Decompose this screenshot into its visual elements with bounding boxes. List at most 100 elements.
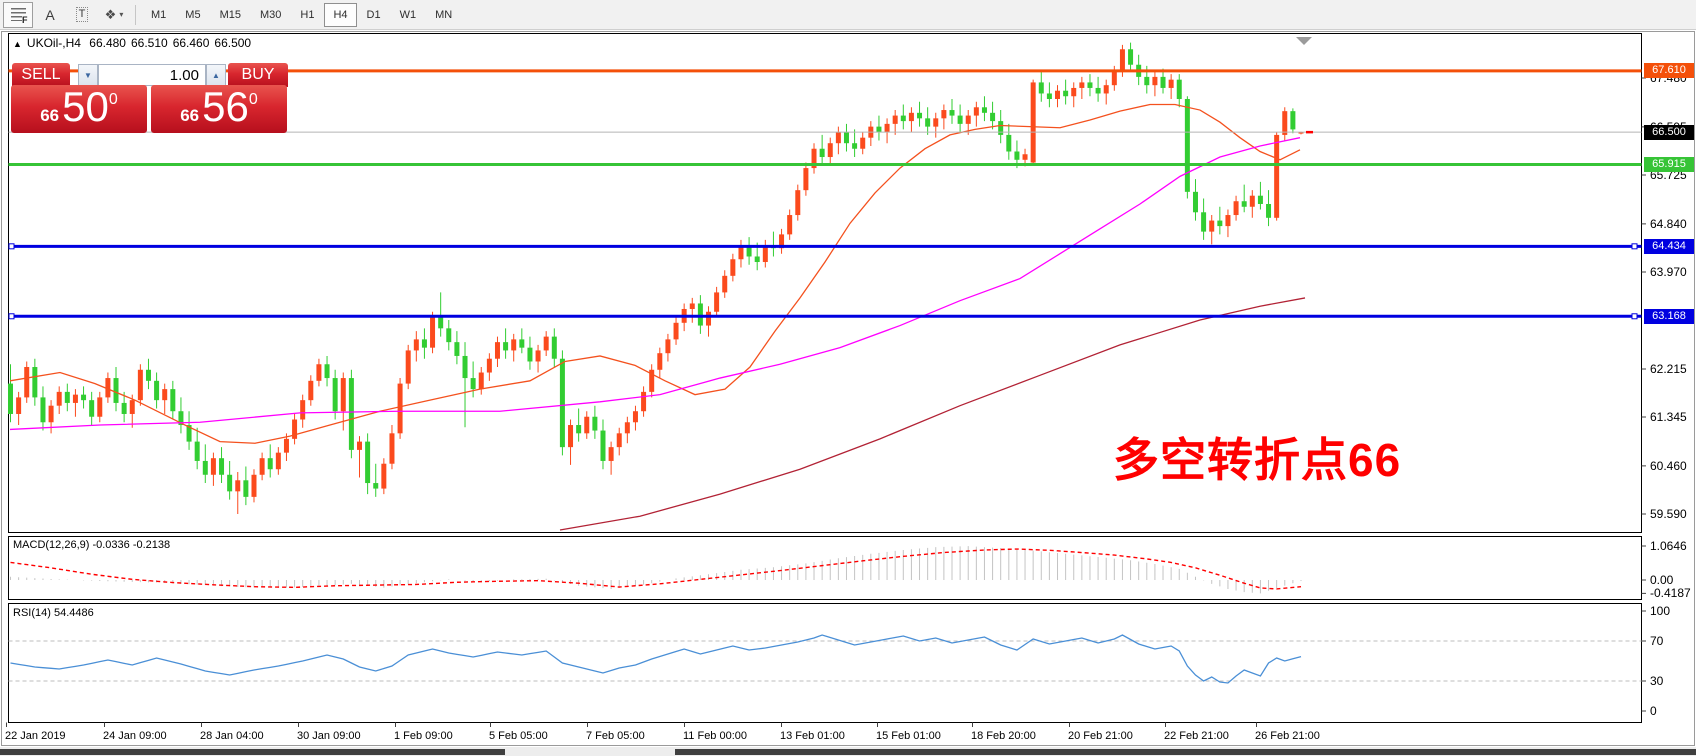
candle [251,474,257,497]
candle [787,215,793,235]
timeframe-button-m5[interactable]: M5 [185,8,201,21]
candle [511,339,517,351]
candle [925,118,931,127]
volume-decrease-button[interactable]: ▼ [78,64,98,86]
timeframe-button-m30[interactable]: M30 [259,8,282,21]
buy-button[interactable]: BUY [228,63,288,87]
level-handle-left[interactable] [8,313,15,320]
timeframe-button-h1[interactable]: H1 [300,8,315,21]
candle [576,425,582,434]
ma-slow-line[interactable] [559,297,1306,531]
candle [1282,111,1288,135]
volume-input[interactable] [98,64,206,86]
candle [1119,49,1125,72]
candle [40,397,46,423]
timeframe-button-m15[interactable]: M15 [219,8,241,21]
fibonacci-tool-button[interactable]: F [3,1,33,28]
candle [16,397,22,414]
ma-fast-line[interactable] [9,103,1301,444]
candle [843,132,849,144]
candle [624,422,630,434]
candle [1128,49,1134,65]
price-label-65.915: 65.915 [1644,156,1694,172]
axis-ticks [6,77,1646,727]
candle [649,369,655,392]
price-tick-62.215: 62.215 [1650,361,1687,376]
candle [990,112,996,122]
rsi-tick-30: 30 [1650,674,1664,688]
sell-price-sup: 0 [108,91,118,108]
chart-shift-marker[interactable] [1296,37,1312,45]
candle [1176,79,1182,99]
candle [1274,134,1280,218]
level-handle-right[interactable] [1631,243,1638,250]
level-handle-left[interactable] [8,243,15,250]
text-label-tool-button[interactable]: A [35,2,65,28]
sell-button[interactable]: SELL [12,63,70,87]
price-tick-61.345: 61.345 [1650,410,1687,425]
candle [227,474,233,492]
timeframe-button-mn[interactable]: MN [435,8,453,21]
candle [1249,195,1255,207]
macd-tick-0.00: 0.00 [1650,573,1674,587]
bottom-bar-right [675,749,1696,755]
macd-tick-1.0646: 1.0646 [1650,538,1687,553]
candle [154,380,160,401]
candle [941,110,947,119]
candle [730,259,736,276]
chart-title: ▲ UKOil-,H4 66.480 66.510 66.460 66.500 [13,36,256,50]
sell-price-small: 66 [40,106,60,125]
rsi-tick-0: 0 [1650,704,1657,718]
buy-price-small: 66 [180,106,200,125]
candle [957,115,963,124]
candle [1103,85,1109,94]
ma-medium-line[interactable] [9,137,1301,431]
arrows-icon: ❖ [104,6,117,22]
candle [105,378,111,398]
candle [1201,212,1207,232]
candle [194,441,200,461]
candle [421,339,427,348]
time-label: 5 Feb 05:00 [489,730,548,742]
candle [706,311,712,326]
time-label: 18 Feb 20:00 [971,730,1036,742]
candle [1192,191,1198,213]
candle [446,328,452,343]
candle [162,389,168,401]
candle [673,322,679,340]
chevron-down-icon: ▾ [119,10,124,19]
arrows-tool-button[interactable]: ❖ ▾ [99,2,129,28]
candle [592,416,598,431]
buy-price-button[interactable]: 66 56 0 [151,85,287,133]
candle [722,275,728,293]
candle [259,458,265,475]
candle [1257,195,1263,204]
time-label: 28 Jan 04:00 [200,730,264,742]
candle [121,402,127,414]
timeframe-button-m1[interactable]: M1 [151,8,167,21]
candle [64,391,70,403]
candle [1087,82,1093,88]
macd-tick--0.4187: -0.4187 [1650,586,1691,601]
candle [933,118,939,127]
candle [795,190,801,216]
candle [892,115,898,124]
candle [89,400,95,417]
candle [519,339,525,348]
level-handle-right[interactable] [1631,313,1638,320]
sell-price-button[interactable]: 66 50 0 [11,85,147,133]
candle [275,452,281,470]
timeframe-button-w1[interactable]: W1 [399,8,417,21]
timeframe-button-h4[interactable]: H4 [324,2,357,27]
candle [283,438,289,453]
candle [324,364,330,379]
candle [551,336,557,359]
text-label-icon: A [45,6,55,23]
text-tool-button[interactable]: T [67,2,97,28]
time-label: 1 Feb 09:00 [394,730,453,742]
timeframe-button-d1[interactable]: D1 [366,8,381,21]
candle [803,168,809,191]
candle [535,350,541,362]
candle [641,391,647,412]
